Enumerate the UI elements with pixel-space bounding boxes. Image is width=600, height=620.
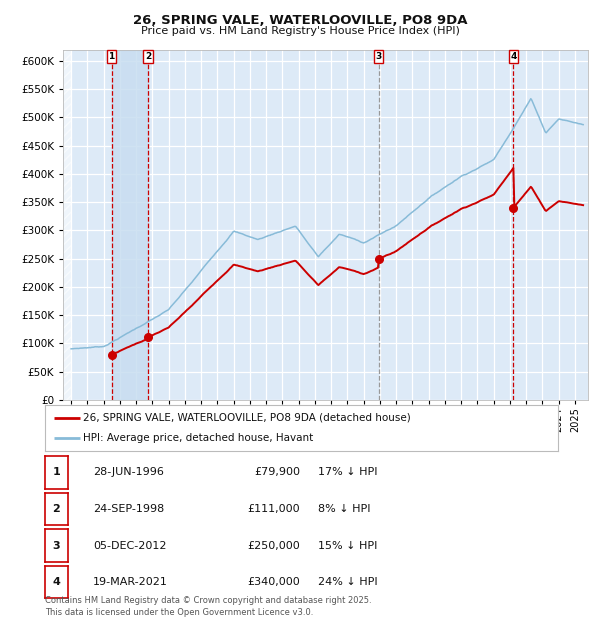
Bar bbox=[63, 50, 71, 400]
Text: 24% ↓ HPI: 24% ↓ HPI bbox=[318, 577, 377, 587]
Bar bbox=[112, 50, 148, 400]
Text: 1: 1 bbox=[109, 52, 115, 61]
Text: £250,000: £250,000 bbox=[247, 541, 300, 551]
Text: 17% ↓ HPI: 17% ↓ HPI bbox=[318, 467, 377, 477]
Text: 3: 3 bbox=[53, 541, 60, 551]
Text: 05-DEC-2012: 05-DEC-2012 bbox=[93, 541, 167, 551]
Text: 3: 3 bbox=[376, 52, 382, 61]
Text: 28-JUN-1996: 28-JUN-1996 bbox=[93, 467, 164, 477]
Text: 26, SPRING VALE, WATERLOOVILLE, PO8 9DA (detached house): 26, SPRING VALE, WATERLOOVILLE, PO8 9DA … bbox=[83, 413, 411, 423]
Text: 2: 2 bbox=[145, 52, 151, 61]
Text: £79,900: £79,900 bbox=[254, 467, 300, 477]
Text: 4: 4 bbox=[510, 52, 517, 61]
Text: Price paid vs. HM Land Registry's House Price Index (HPI): Price paid vs. HM Land Registry's House … bbox=[140, 26, 460, 36]
Text: 24-SEP-1998: 24-SEP-1998 bbox=[93, 504, 164, 514]
Text: 15% ↓ HPI: 15% ↓ HPI bbox=[318, 541, 377, 551]
Text: 26, SPRING VALE, WATERLOOVILLE, PO8 9DA: 26, SPRING VALE, WATERLOOVILLE, PO8 9DA bbox=[133, 14, 467, 27]
Text: 4: 4 bbox=[52, 577, 61, 587]
Text: £340,000: £340,000 bbox=[247, 577, 300, 587]
Text: HPI: Average price, detached house, Havant: HPI: Average price, detached house, Hava… bbox=[83, 433, 314, 443]
Text: 19-MAR-2021: 19-MAR-2021 bbox=[93, 577, 168, 587]
Text: 2: 2 bbox=[53, 504, 60, 514]
Text: Contains HM Land Registry data © Crown copyright and database right 2025.
This d: Contains HM Land Registry data © Crown c… bbox=[45, 596, 371, 617]
Text: 8% ↓ HPI: 8% ↓ HPI bbox=[318, 504, 371, 514]
Text: 1: 1 bbox=[53, 467, 60, 477]
Text: £111,000: £111,000 bbox=[247, 504, 300, 514]
